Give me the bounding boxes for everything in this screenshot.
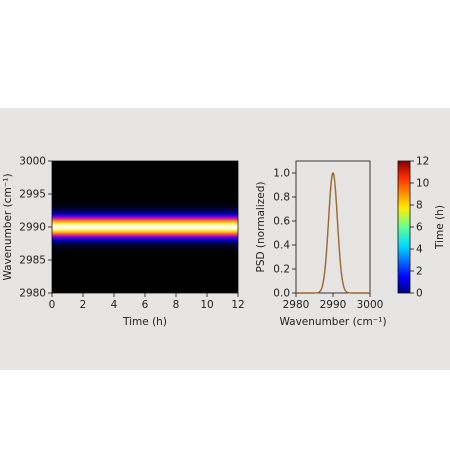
colorbar-label: Time (h) — [434, 205, 446, 250]
heatmap-y-ticks: 2980 2985 2990 2995 3000 — [19, 156, 52, 300]
heatmap-y-label: Wavenumber (cm⁻¹) — [2, 173, 14, 280]
colorbar: 0 2 4 6 8 10 12 Time (h) — [397, 156, 446, 300]
psd-y-tick-label: 0.4 — [273, 240, 290, 252]
heatmap-y-tick-label: 2980 — [19, 288, 46, 300]
psd-y-label: PSD (normalized) — [255, 182, 267, 273]
heatmap-x-tick-label: 10 — [200, 299, 213, 311]
heatmap-x-tick-label: 4 — [111, 299, 118, 311]
heatmap-image — [52, 161, 238, 293]
psd-y-tick-label: 1.0 — [273, 168, 290, 180]
heatmap-x-tick-label: 8 — [173, 299, 180, 311]
colorbar-tick-label: 10 — [416, 178, 429, 190]
colorbar-tick-label: 12 — [416, 156, 429, 168]
heatmap-x-tick-label: 6 — [142, 299, 149, 311]
psd-y-tick-label: 0.6 — [273, 216, 290, 228]
psd-x-tick-label: 2990 — [320, 299, 347, 311]
colorbar-tick-label: 0 — [416, 288, 423, 300]
heatmap-x-tick-label: 2 — [80, 299, 87, 311]
colorbar-tick-label: 2 — [416, 266, 423, 278]
colorbar-tick-label: 8 — [416, 200, 423, 212]
psd-y-tick-label: 0.0 — [273, 288, 290, 300]
heatmap-y-tick-label: 2990 — [19, 222, 46, 234]
psd-panel: 2980 2990 3000 0.0 0.2 0.4 0.6 0.8 1.0 Wavenumb… — [255, 160, 387, 328]
psd-x-ticks: 2980 2990 3000 — [283, 293, 384, 311]
psd-x-tick-label: 3000 — [357, 299, 384, 311]
heatmap-y-tick-label: 2985 — [19, 255, 46, 267]
psd-line-series-overlay — [296, 174, 370, 294]
heatmap-x-ticks: 0 2 4 6 8 10 12 — [49, 293, 245, 311]
heatmap-y-tick-label: 3000 — [19, 156, 46, 168]
psd-y-ticks: 0.0 0.2 0.4 0.6 0.8 1.0 — [273, 168, 296, 300]
colorbar-gradient — [398, 161, 410, 293]
colorbar-tick-label: 4 — [416, 244, 423, 256]
psd-y-tick-label: 0.2 — [273, 264, 290, 276]
colorbar-tick-label: 6 — [416, 222, 423, 234]
heatmap-y-tick-label: 2995 — [19, 189, 46, 201]
heatmap-x-label: Time (h) — [122, 316, 167, 328]
heatmap-x-tick-label: 0 — [49, 299, 56, 311]
psd-y-tick-label: 0.8 — [273, 192, 290, 204]
psd-x-label: Wavenumber (cm⁻¹) — [279, 316, 386, 328]
psd-frame — [295, 160, 371, 294]
colorbar-ticks: 0 2 4 6 8 10 12 — [410, 156, 429, 300]
heatmap-x-tick-label: 12 — [231, 299, 244, 311]
psd-x-tick-label: 2980 — [283, 299, 310, 311]
